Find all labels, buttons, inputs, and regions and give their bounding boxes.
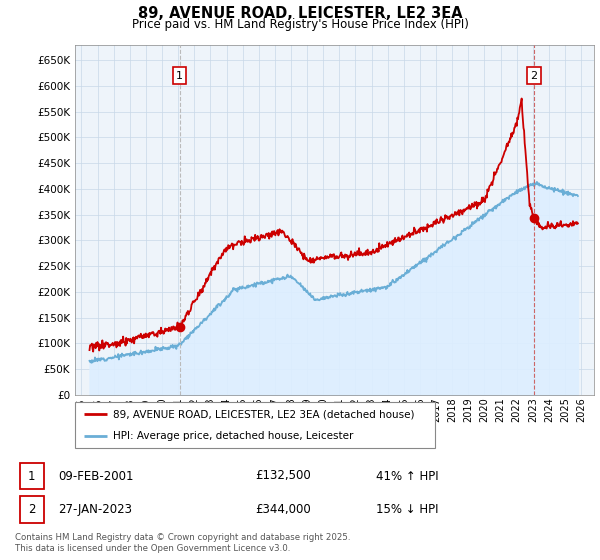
Text: HPI: Average price, detached house, Leicester: HPI: Average price, detached house, Leic… (113, 431, 353, 441)
Text: 27-JAN-2023: 27-JAN-2023 (58, 503, 132, 516)
Text: 1: 1 (176, 71, 183, 81)
FancyBboxPatch shape (20, 496, 44, 523)
FancyBboxPatch shape (20, 463, 44, 489)
Text: Price paid vs. HM Land Registry's House Price Index (HPI): Price paid vs. HM Land Registry's House … (131, 18, 469, 31)
Text: 41% ↑ HPI: 41% ↑ HPI (376, 469, 439, 483)
Text: 2: 2 (530, 71, 538, 81)
Text: £132,500: £132,500 (256, 469, 311, 483)
Text: Contains HM Land Registry data © Crown copyright and database right 2025.
This d: Contains HM Land Registry data © Crown c… (15, 533, 350, 553)
FancyBboxPatch shape (75, 402, 435, 448)
Text: £344,000: £344,000 (256, 503, 311, 516)
Text: 09-FEB-2001: 09-FEB-2001 (58, 469, 133, 483)
Text: 15% ↓ HPI: 15% ↓ HPI (376, 503, 439, 516)
Text: 89, AVENUE ROAD, LEICESTER, LE2 3EA (detached house): 89, AVENUE ROAD, LEICESTER, LE2 3EA (det… (113, 409, 415, 419)
Text: 2: 2 (28, 503, 35, 516)
Text: 1: 1 (28, 469, 35, 483)
Text: 89, AVENUE ROAD, LEICESTER, LE2 3EA: 89, AVENUE ROAD, LEICESTER, LE2 3EA (137, 6, 463, 21)
